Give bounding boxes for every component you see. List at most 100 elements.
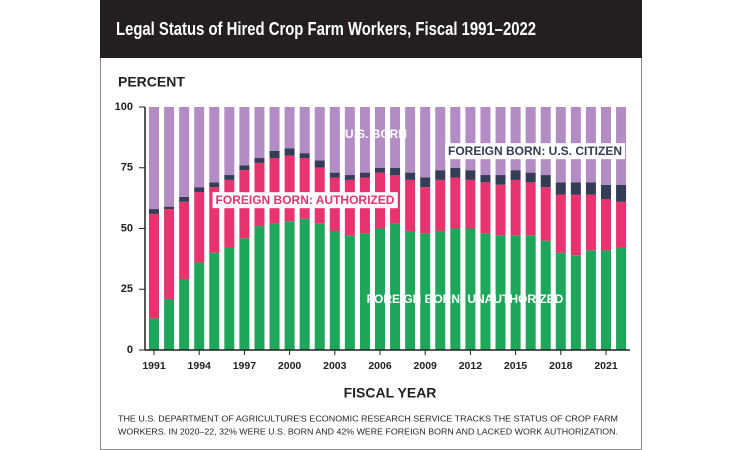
y-tick-label: 25 bbox=[121, 283, 133, 295]
bar-segment bbox=[224, 247, 235, 350]
bar-segment bbox=[314, 160, 325, 168]
x-tick-label: 2009 bbox=[414, 360, 438, 372]
bar-segment bbox=[284, 107, 295, 149]
series-label: FOREIGN BORN: AUTHORIZED bbox=[216, 193, 395, 207]
bar-segment bbox=[601, 199, 611, 251]
bar-segment bbox=[510, 107, 521, 171]
bar-segment bbox=[179, 201, 190, 280]
bar-segment bbox=[149, 209, 159, 214]
x-tick-label: 2006 bbox=[368, 360, 392, 372]
bar-segment bbox=[570, 182, 581, 195]
bar-segment bbox=[585, 250, 596, 350]
bar-segment bbox=[164, 206, 175, 210]
bar-segment bbox=[359, 107, 370, 173]
bar-segment bbox=[480, 182, 491, 234]
bar-segment bbox=[179, 107, 190, 197]
bar-segment bbox=[344, 175, 355, 180]
bar-segment bbox=[390, 107, 401, 168]
x-tick-label: 1991 bbox=[142, 360, 166, 372]
bar-segment bbox=[284, 148, 295, 156]
bar-segment bbox=[269, 107, 280, 151]
bar-segment bbox=[254, 226, 265, 350]
bar-segment bbox=[420, 177, 431, 188]
bar-segment bbox=[299, 218, 310, 350]
x-tick-label: 1997 bbox=[233, 360, 257, 372]
bar-segment bbox=[405, 172, 416, 180]
series-label-box bbox=[212, 192, 398, 209]
x-tick-label: 2000 bbox=[278, 360, 302, 372]
bar-segment bbox=[480, 107, 491, 176]
x-tick-label: 1994 bbox=[188, 360, 212, 372]
bar-segment bbox=[540, 187, 551, 241]
footnote: THE U.S. DEPARTMENT OF AGRICULTURE'S ECO… bbox=[118, 413, 618, 423]
bar-segment bbox=[601, 250, 611, 350]
bar-segment bbox=[465, 228, 476, 350]
bar-segment bbox=[525, 107, 536, 173]
bar-segment bbox=[194, 107, 205, 188]
bar-segment bbox=[450, 177, 461, 229]
bar-segment bbox=[329, 107, 340, 173]
chart-title: Legal Status of Hired Crop Farm Workers,… bbox=[116, 19, 536, 39]
bar-segment bbox=[314, 107, 325, 161]
bar-segment bbox=[224, 179, 235, 248]
bar-segment bbox=[555, 182, 566, 195]
bar-segment bbox=[405, 107, 416, 173]
bar-segment bbox=[390, 167, 401, 176]
bar-segment bbox=[616, 201, 627, 248]
bar-segment bbox=[269, 150, 280, 159]
bar-segment bbox=[209, 252, 220, 350]
bar-segment bbox=[164, 107, 175, 207]
y-tick-label: 75 bbox=[121, 162, 133, 174]
bar-segment bbox=[420, 233, 431, 350]
bar-segment bbox=[450, 167, 461, 178]
x-tick-label: 2003 bbox=[323, 360, 347, 372]
bar-segment bbox=[480, 233, 491, 350]
title-bar bbox=[100, 0, 642, 58]
bar-segment bbox=[601, 184, 611, 200]
x-tick-label: 2018 bbox=[549, 360, 573, 372]
bar-segment bbox=[435, 107, 446, 171]
bar-segment bbox=[495, 184, 506, 236]
bar-segment bbox=[495, 235, 506, 350]
bar-segment bbox=[405, 230, 416, 350]
bar-segment bbox=[555, 252, 566, 350]
frame bbox=[100, 0, 642, 450]
series-label: FOREIGN BORN: UNAUTHORIZED bbox=[367, 292, 564, 306]
bar-segment bbox=[480, 175, 491, 183]
bar-segment bbox=[194, 187, 205, 193]
series-label: FOREIGN BORN: U.S. CITIZEN bbox=[448, 144, 622, 158]
x-tick-label: 2015 bbox=[504, 360, 528, 372]
bar-segment bbox=[375, 107, 385, 168]
bar-segment bbox=[420, 107, 431, 178]
bar-segment bbox=[239, 238, 250, 350]
bar-segment bbox=[525, 172, 536, 183]
bar-segment bbox=[465, 179, 476, 229]
bar-segment bbox=[314, 223, 325, 350]
x-tick-label: 2021 bbox=[594, 360, 618, 372]
bar-segment bbox=[525, 235, 536, 350]
bar-segment bbox=[585, 194, 596, 251]
bar-segment bbox=[375, 228, 385, 350]
bar-segment bbox=[540, 175, 551, 188]
bar-segment bbox=[179, 196, 190, 202]
bar-segment bbox=[510, 170, 521, 180]
bar-segment bbox=[465, 170, 476, 180]
bar-segment bbox=[450, 107, 461, 168]
bar-segment bbox=[555, 194, 566, 253]
bar-segment bbox=[254, 158, 265, 163]
y-axis-label: PERCENT bbox=[118, 74, 185, 90]
bar-segment bbox=[495, 107, 506, 176]
bar-segment bbox=[239, 107, 250, 166]
bar-segment bbox=[405, 179, 416, 231]
bar-segment bbox=[616, 247, 627, 350]
bar-segment bbox=[585, 182, 596, 195]
bar-segment bbox=[209, 182, 220, 188]
bar-segment bbox=[224, 107, 235, 176]
bar-segment bbox=[299, 158, 310, 219]
series-label-box bbox=[445, 143, 625, 160]
bar-segment bbox=[495, 175, 506, 185]
footnote: WORKERS. IN 2020–22, 32% WERE U.S. BORN … bbox=[118, 426, 618, 436]
bar-segment bbox=[329, 230, 340, 350]
bar-segment bbox=[435, 230, 446, 350]
